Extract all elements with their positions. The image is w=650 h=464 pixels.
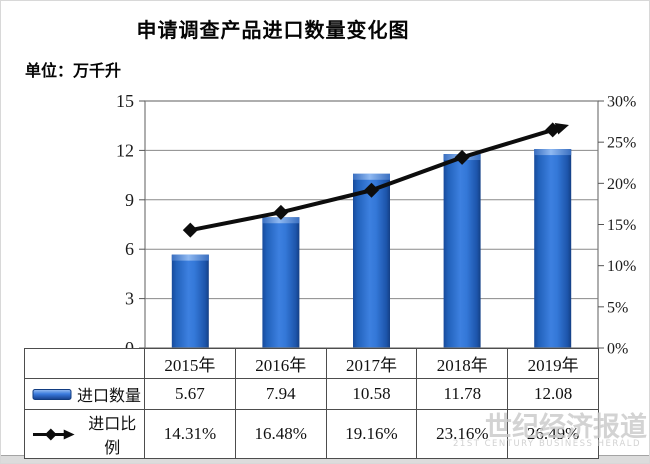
table-corner	[24, 348, 145, 379]
series-label: 进口比例	[88, 414, 137, 457]
value-cell: 19.16%	[325, 409, 418, 459]
left-axis-tick: 15	[116, 91, 134, 111]
year-header: 2018年	[416, 348, 509, 379]
year-header: 2019年	[507, 348, 599, 379]
line-marker	[273, 204, 289, 220]
table-header-row: 2015年 2016年 2017年 2018年 2019年	[24, 348, 599, 379]
year-header: 2017年	[325, 348, 418, 379]
data-table: 2015年 2016年 2017年 2018年 2019年 进口数量 5.67 7.94 10…	[24, 348, 599, 459]
unit-label: 单位：万千升	[25, 61, 122, 80]
line-marker	[364, 182, 379, 198]
line-marker	[182, 222, 198, 238]
value-cell: 7.94	[234, 378, 327, 410]
right-axis-tick: 0%	[607, 341, 628, 358]
bar	[443, 154, 481, 348]
table-row: 进口比例 14.31% 16.48% 19.16% 23.16% 26.49%	[24, 409, 599, 459]
line-legend-icon	[32, 428, 75, 440]
series-label: 进口数量	[77, 386, 142, 405]
right-axis-tick: 20%	[607, 176, 636, 193]
left-axis-tick: 6	[125, 239, 134, 259]
bar	[262, 217, 300, 348]
year-header: 2015年	[144, 348, 236, 379]
table-row: 进口数量 5.67 7.94 10.58 11.78 12.08	[24, 378, 599, 410]
right-axis-tick: 25%	[607, 135, 636, 152]
right-axis-tick: 10%	[607, 258, 636, 275]
value-cell: 16.48%	[234, 409, 327, 459]
left-axis-tick: 9	[125, 190, 134, 210]
bar-cap	[353, 173, 390, 180]
year-header: 2016年	[234, 348, 327, 379]
bar-cap	[171, 254, 209, 261]
bar-cap	[262, 217, 300, 224]
bar	[353, 173, 390, 348]
right-axis-tick: 30%	[607, 94, 636, 111]
legend-cell: 进口数量	[24, 378, 145, 410]
value-cell: 26.49%	[507, 409, 599, 459]
chart-plot: 1512963030%25%20%15%10%5%0%	[116, 91, 636, 358]
left-axis-tick: 12	[116, 140, 134, 160]
chart-title: 申请调查产品进口数量变化图	[136, 18, 410, 42]
line-marker	[545, 122, 561, 138]
value-cell: 11.78	[416, 378, 509, 410]
bar	[534, 149, 572, 348]
right-axis-tick: 5%	[607, 299, 628, 316]
legend-cell: 进口比例	[24, 409, 145, 459]
left-axis-tick: 3	[125, 289, 134, 309]
line-marker	[454, 149, 470, 165]
value-cell: 12.08	[507, 378, 599, 410]
bar-legend-icon	[32, 388, 72, 400]
value-cell: 23.16%	[416, 409, 509, 459]
right-axis-tick: 15%	[607, 217, 636, 234]
value-cell: 14.31%	[144, 409, 236, 459]
value-cell: 10.58	[325, 378, 418, 410]
value-cell: 5.67	[144, 378, 236, 410]
bar-cap	[534, 149, 572, 156]
bar	[171, 254, 209, 348]
